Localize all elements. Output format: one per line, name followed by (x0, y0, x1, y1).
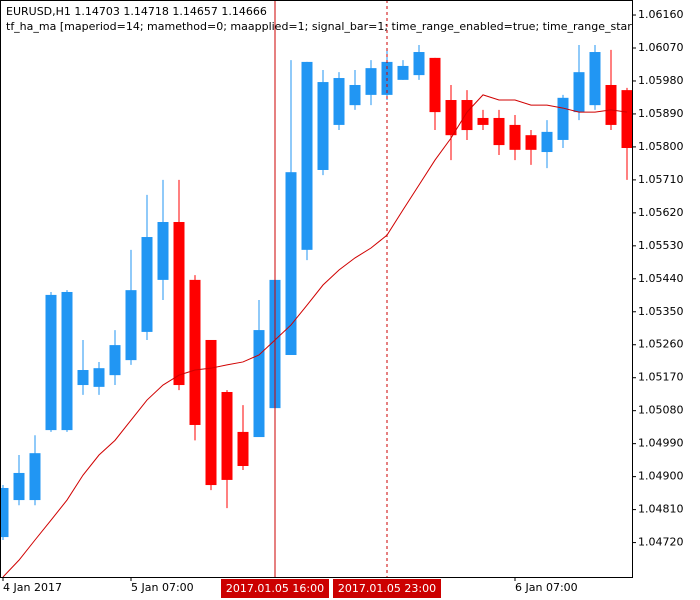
y-tick-label: 1.05440 (638, 272, 684, 285)
candle-body (445, 100, 457, 136)
candle-body (93, 368, 105, 387)
header: EURUSD,H1 1.14703 1.14718 1.14657 1.1466… (6, 5, 632, 33)
y-tick-label: 1.05980 (638, 74, 684, 87)
candle-body (461, 100, 473, 131)
candle-body (333, 78, 345, 125)
candle-body (61, 291, 73, 431)
y-tick-label: 1.05260 (638, 338, 684, 351)
candle-body (125, 290, 137, 361)
y-tick-label: 1.05800 (638, 140, 684, 153)
candle-body (0, 487, 9, 538)
x-tick-label: 5 Jan 07:00 (131, 581, 194, 594)
axes: 1.06160 1.06070 1.05980 1.05890 1.05800 1.057… (2, 8, 684, 598)
candle-body (189, 279, 201, 425)
y-tick-label: 1.06160 (638, 8, 684, 21)
candle-body (573, 72, 585, 113)
y-tick-label: 1.04990 (638, 437, 684, 450)
y-tick-label: 1.05080 (638, 404, 684, 417)
y-tick-label: 1.05530 (638, 239, 684, 252)
y-tick-label: 1.04900 (638, 470, 684, 483)
candle-body (493, 117, 505, 146)
candle-body (605, 84, 617, 125)
marker-label-bg (221, 579, 329, 598)
candle-body (317, 82, 329, 170)
plot-frame (0, 0, 633, 578)
candle-body (285, 172, 297, 355)
candle-body (589, 52, 601, 106)
candle-body (365, 68, 377, 95)
candle-body (253, 330, 265, 438)
candle-body (173, 222, 185, 386)
y-tick-label: 1.05890 (638, 107, 684, 120)
y-tick-label: 1.05710 (638, 173, 684, 186)
candle-body (301, 61, 313, 250)
candle-body (621, 90, 632, 149)
candle-body (541, 131, 553, 153)
ma-line (2, 94, 628, 577)
candle-body (29, 453, 41, 501)
candle-body (109, 345, 121, 376)
candle-body (157, 222, 169, 280)
x-tick-label: 4 Jan 2017 (3, 581, 62, 594)
candle-body (221, 391, 233, 480)
candle-body (477, 117, 489, 125)
y-tick-label: 1.05350 (638, 305, 684, 318)
x-tick-label: 6 Jan 07:00 (515, 581, 578, 594)
y-tick-label: 1.04720 (638, 536, 684, 549)
y-tick-label: 1.05170 (638, 371, 684, 384)
chart-title: EURUSD,H1 1.14703 1.14718 1.14657 1.1466… (6, 5, 267, 18)
marker-label: 2017.01.05 23:00 (338, 582, 436, 595)
candle-body (429, 57, 441, 113)
candle-body (77, 370, 89, 386)
plot-area (0, 0, 632, 577)
candle-body (45, 294, 57, 431)
candle-body (509, 124, 521, 150)
candle-body (13, 472, 25, 501)
marker-label: 2017.01.05 16:00 (226, 582, 324, 595)
y-tick-label: 1.04810 (638, 503, 684, 516)
candle-body (525, 135, 537, 150)
candle-body (397, 65, 409, 80)
y-tick-label: 1.06070 (638, 41, 684, 54)
marker-label-bg (333, 579, 441, 598)
y-tick-label: 1.05620 (638, 206, 684, 219)
candle-body (413, 52, 425, 76)
candle-body (349, 84, 361, 106)
candle-body (205, 339, 217, 486)
candle-body (237, 431, 249, 466)
candle-body (557, 97, 569, 140)
indicator-label: tf_ha_ma [maperiod=14; mamethod=0; maapp… (6, 20, 632, 33)
candle-body (141, 237, 153, 332)
